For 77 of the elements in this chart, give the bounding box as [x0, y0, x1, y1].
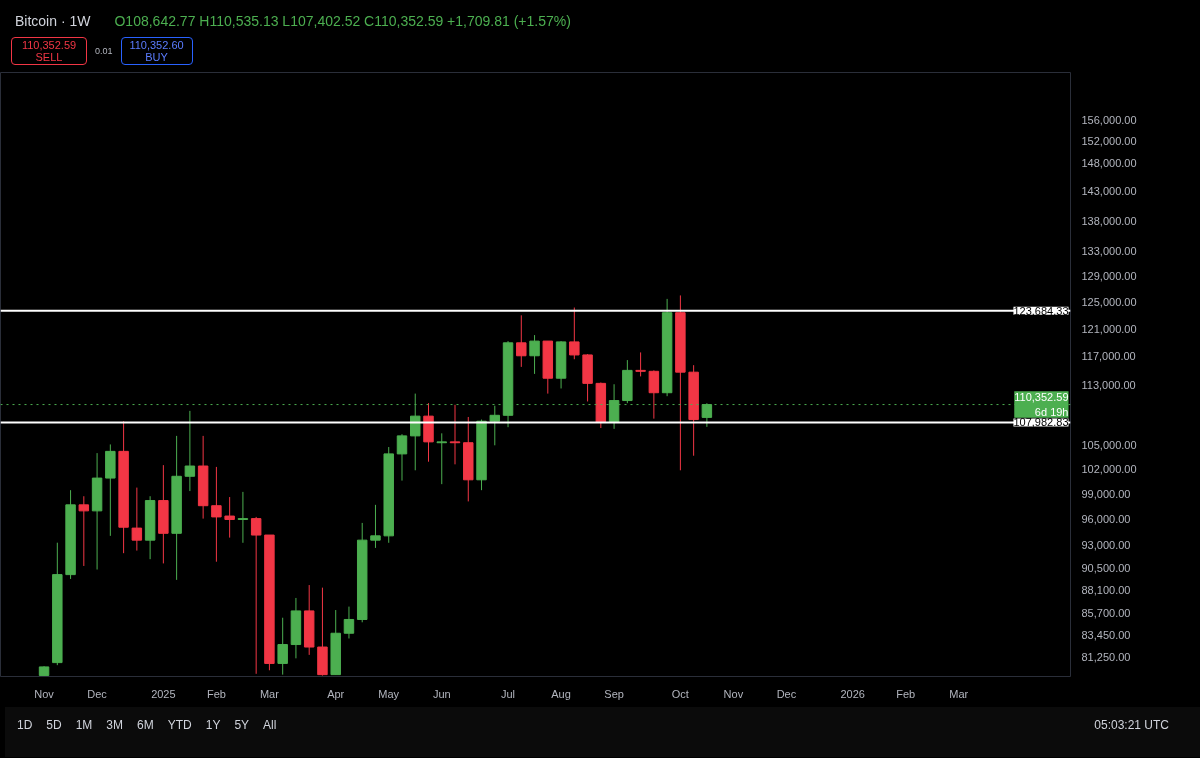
y-tick-label: 152,000.00 [1081, 135, 1137, 148]
x-tick-label: 2025 [151, 687, 176, 700]
text: All [263, 717, 277, 734]
candlestick [436, 432, 447, 485]
x-tick-label: Dec [776, 687, 797, 700]
x-tick-label: Mar [259, 687, 280, 700]
text: 1M [75, 717, 93, 734]
text: 6M [137, 717, 154, 734]
x-tick-label: Nov [34, 687, 55, 700]
x-tick-label: Sep [604, 687, 624, 700]
candlestick [370, 504, 381, 549]
ref-line-label: 123,684.33 [1013, 304, 1069, 317]
text: 5Y [234, 717, 250, 734]
y-tick-label: 83,450.00 [1081, 628, 1131, 641]
text: 110,352.60 [129, 39, 184, 51]
candlestick [343, 606, 355, 639]
x-tick-label: Nov [723, 687, 744, 700]
text: 3M [106, 717, 124, 734]
y-tick-label: 143,000.00 [1081, 185, 1137, 198]
candlestick [131, 487, 143, 552]
y-tick-label: 88,100.00 [1081, 583, 1131, 596]
x-tick-label: May [378, 687, 400, 700]
x-tick-label: 2026 [840, 687, 865, 700]
x-tick-label: Jul [501, 687, 516, 700]
x-tick-label: Dec [87, 687, 108, 700]
y-tick-label: 121,000.00 [1081, 322, 1137, 335]
text: 110,352.59 [21, 39, 77, 51]
text: SELL [35, 51, 63, 63]
candlestick [648, 369, 660, 420]
y-tick-label: 133,000.00 [1081, 244, 1137, 257]
candlestick [250, 516, 262, 675]
y-tick-label: 117,000.00 [1081, 350, 1136, 363]
y-tick-label: 138,000.00 [1081, 214, 1137, 227]
candlestick [396, 433, 408, 482]
text: 1Y [205, 717, 221, 734]
candlestick [78, 495, 90, 567]
text: YTD [167, 717, 192, 734]
ref-line-label: 110,352.59 [1014, 391, 1069, 404]
y-tick-label: 96,000.00 [1081, 513, 1131, 526]
text: 0.01 [95, 44, 113, 58]
x-tick-label: Feb [896, 687, 916, 700]
candlestick [516, 314, 527, 368]
annotation: 6d 19h [1034, 405, 1069, 418]
x-tick-label: Mar [949, 687, 969, 700]
ref-line-label: 107,982.83 [1013, 416, 1069, 429]
text: 1D [17, 717, 33, 734]
candlestick [277, 617, 288, 676]
chart-subtitle: O108,642.77 H110,535.13 L107,402.52 C110,352.59 +1,709.81 (+1.57%) [114, 13, 571, 29]
text: 05:03:21 UTC [1094, 717, 1169, 734]
y-tick-label: 105,000.00 [1081, 439, 1137, 452]
candlestick [211, 466, 222, 563]
x-tick-label: Apr [327, 687, 345, 700]
y-tick-label: 81,250.00 [1081, 650, 1131, 663]
y-tick-label: 125,000.00 [1081, 295, 1137, 308]
y-tick-label: 90,500.00 [1081, 561, 1131, 574]
y-tick-label: 156,000.00 [1081, 113, 1137, 126]
text: 5D [46, 717, 62, 734]
y-tick-label: 93,000.00 [1081, 539, 1131, 552]
y-tick-label: 99,000.00 [1081, 487, 1131, 500]
text: BUY [145, 51, 168, 63]
chart-title: Bitcoin · 1W [15, 13, 91, 29]
x-tick-label: Aug [551, 687, 571, 700]
x-tick-label: Feb [206, 687, 226, 700]
y-tick-label: 129,000.00 [1081, 270, 1137, 283]
x-tick-label: Jun [432, 687, 451, 700]
x-tick-label: Oct [671, 687, 689, 700]
candlestick [635, 351, 646, 377]
y-tick-label: 148,000.00 [1081, 156, 1137, 169]
candlestick [569, 307, 580, 360]
candlestick [237, 491, 249, 544]
candlestick [184, 410, 196, 492]
y-tick-label: 102,000.00 [1081, 463, 1137, 476]
candlestick [224, 496, 235, 539]
candlestick [529, 334, 540, 375]
candlestick [449, 404, 461, 465]
y-tick-label: 113,000.00 [1081, 379, 1136, 392]
y-tick-label: 85,700.00 [1081, 606, 1131, 619]
